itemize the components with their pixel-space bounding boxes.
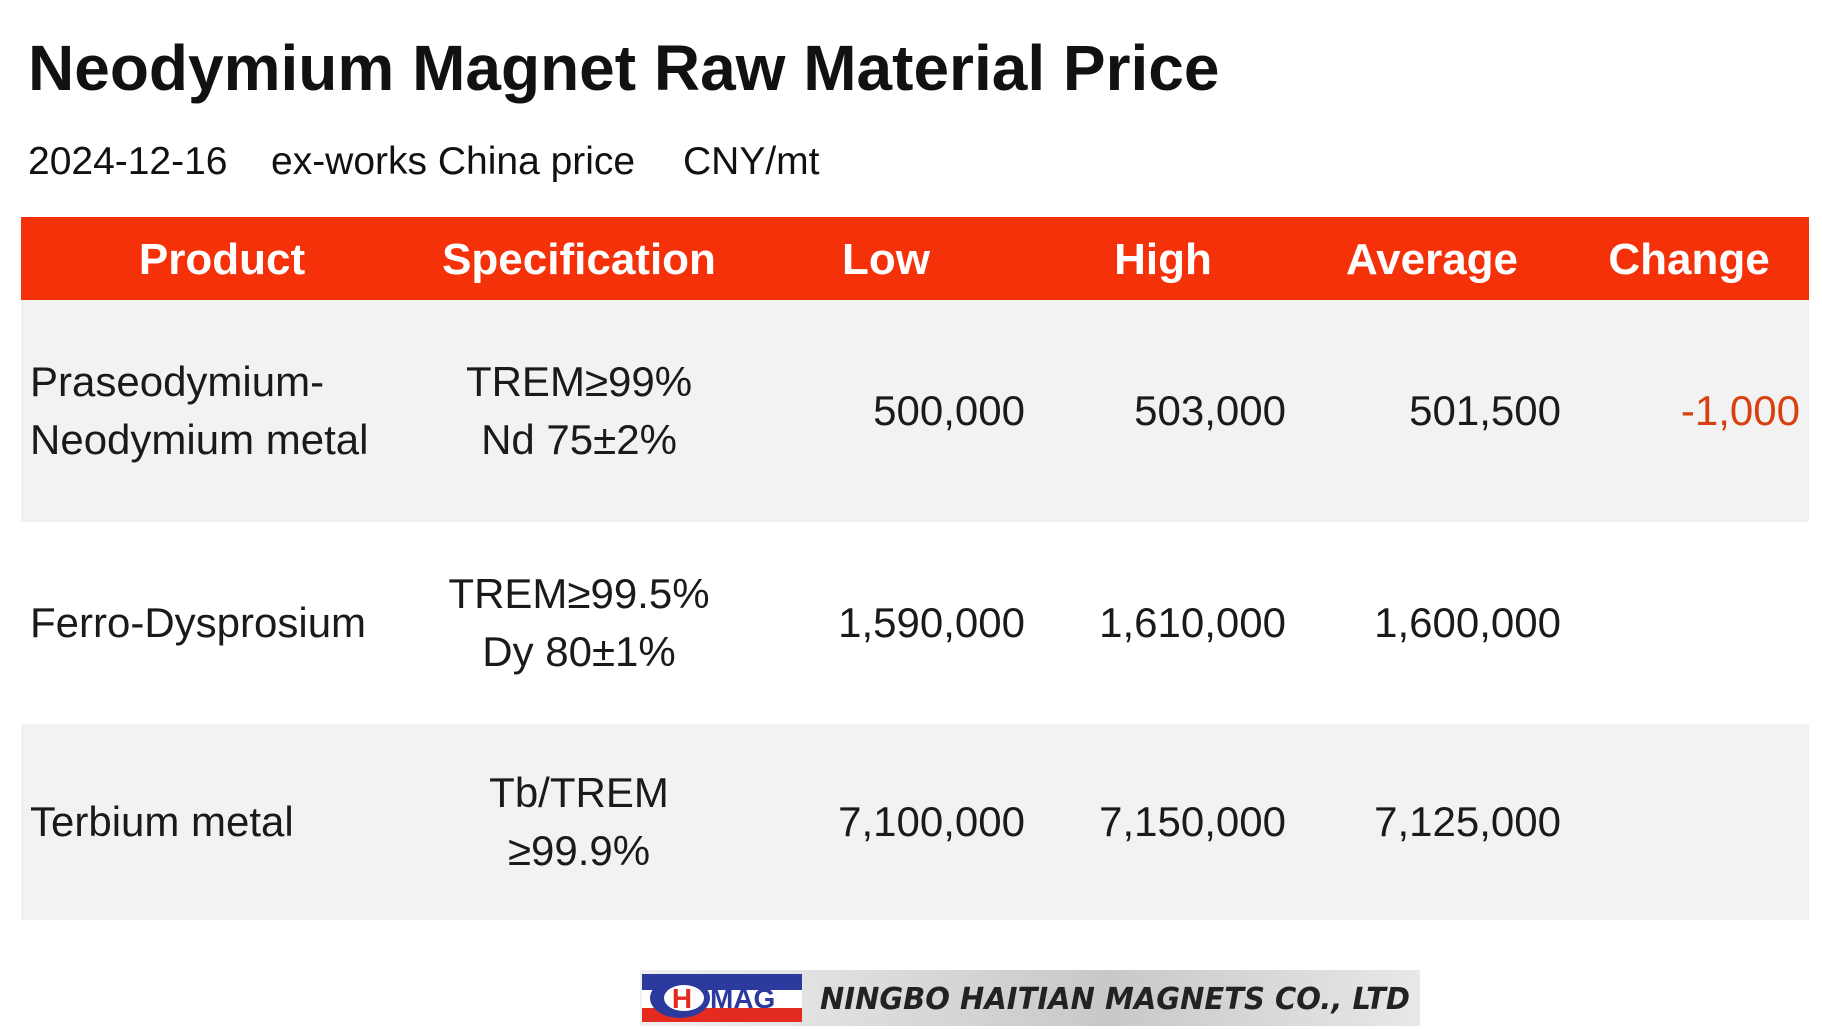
table-row (21, 522, 1809, 724)
company: NINGBO HAITIAN MAGNETS CO., LTD (820, 982, 1410, 1017)
table-header (21, 217, 1809, 300)
product-line: Ferro-Dysprosium (30, 599, 367, 646)
unit: CNY/mt (683, 140, 820, 183)
specification-line: TREM≥99% (465, 358, 693, 405)
specification-line: Tb/TREM (489, 769, 669, 816)
specification-line: ≥99.9% (507, 827, 651, 874)
product-line: Neodymium metal (30, 416, 369, 463)
low-value: 500,000 (873, 387, 1025, 434)
low-value: 7,100,000 (838, 798, 1025, 845)
column-header: Low (842, 235, 930, 284)
subtitle: ex-works China price (271, 140, 636, 183)
high-value: 7,150,000 (1099, 798, 1286, 845)
product-line: Praseodymium- (30, 358, 325, 405)
column-header: Product (138, 235, 306, 284)
column-header: High (1114, 235, 1212, 284)
average-value: 1,600,000 (1374, 599, 1561, 646)
specification-line: TREM≥99.5% (448, 570, 710, 617)
specification-line: Nd 75±2% (481, 416, 677, 463)
logo-ring (664, 985, 704, 1011)
logo: H MAG NINGBO HAITIAN MAGNETS CO., LTD (640, 970, 1420, 1026)
specification-line: Dy 80±1% (482, 628, 676, 675)
table-row (21, 724, 1809, 920)
low-value: 1,590,000 (838, 599, 1025, 646)
title: Neodymium Magnet Raw Material Price (28, 32, 1220, 104)
average-value: 501,500 (1409, 387, 1561, 434)
column-header: Average (1345, 235, 1519, 284)
logo-letter: H (672, 983, 692, 1014)
average-value: 7,125,000 (1374, 798, 1561, 845)
change-value: -1,000 (1680, 387, 1800, 434)
date: 2024-12-16 (28, 140, 228, 183)
product-line: Terbium metal (30, 798, 294, 845)
logo-mark: H MAG NINGBO HAITIAN MAGNETS CO., LTD (642, 974, 1410, 1022)
high-value: 1,610,000 (1099, 599, 1286, 646)
table-row (21, 300, 1809, 522)
logo-letters: MAG (710, 983, 775, 1014)
high-value: 503,000 (1134, 387, 1286, 434)
column-header: Specification (442, 235, 716, 284)
column-header: Change (1608, 235, 1770, 284)
